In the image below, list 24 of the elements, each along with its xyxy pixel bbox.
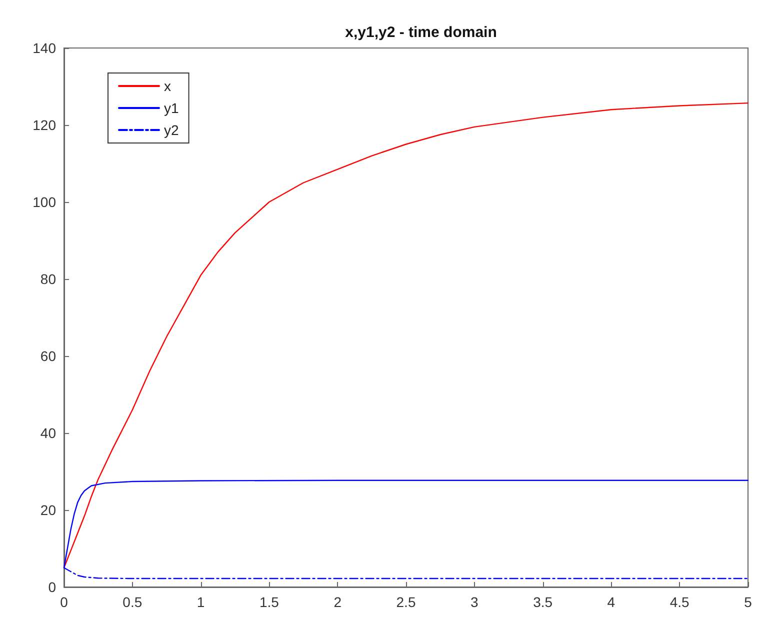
y-tick-label: 20 [40, 502, 56, 518]
x-tick-label: 4.5 [670, 594, 690, 610]
legend-label: y2 [164, 122, 179, 138]
x-tick-label: 3.5 [533, 594, 553, 610]
x-tick-label: 3 [470, 594, 478, 610]
y-tick-label: 80 [40, 271, 56, 287]
x-tick-label: 0 [60, 594, 68, 610]
chart-title: x,y1,y2 - time domain [345, 24, 497, 41]
x-tick-label: 2 [334, 594, 342, 610]
x-tick-label: 1 [196, 594, 205, 610]
x-tick-label: 4 [607, 594, 616, 610]
y-tick-label: 0 [48, 579, 56, 595]
x-tick-label: 5 [744, 594, 752, 610]
y-tick-label: 40 [40, 425, 56, 441]
x-tick-label: 2.5 [396, 594, 416, 610]
line-series [63, 102, 749, 568]
legend-label: x [164, 78, 171, 94]
y-tick-label: 100 [32, 194, 56, 210]
legend-label: y1 [164, 100, 179, 116]
y-tick-label: 140 [32, 40, 56, 56]
x-tick-label: 1.5 [259, 594, 280, 610]
y-tick-label: 60 [40, 348, 56, 364]
x-tick-label: 0.5 [122, 594, 142, 610]
y-tick-label: 120 [32, 117, 56, 133]
